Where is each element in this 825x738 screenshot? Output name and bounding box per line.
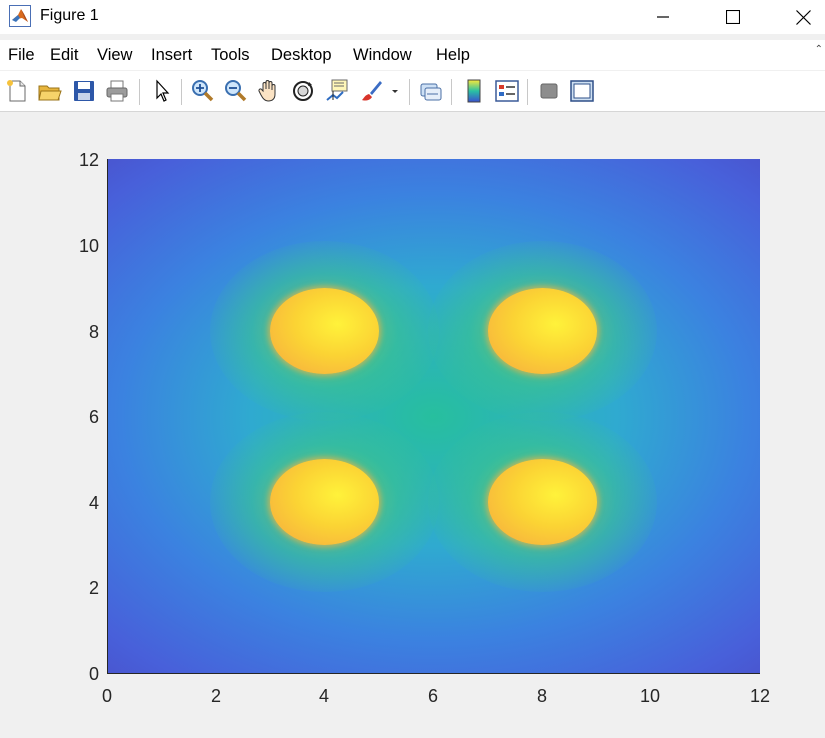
zoom-in-button[interactable] bbox=[189, 78, 215, 104]
x-tick-label: 8 bbox=[536, 686, 547, 706]
y-tick-label: 4 bbox=[88, 493, 99, 513]
title-bar: Figure 1 bbox=[0, 0, 825, 34]
x-tick-label: 6 bbox=[427, 686, 438, 706]
hot-spot-1 bbox=[270, 287, 380, 374]
link-plot-icon bbox=[420, 83, 442, 101]
pan-icon bbox=[258, 80, 276, 102]
toolbar-separator bbox=[181, 79, 182, 105]
zoom-out-button[interactable] bbox=[222, 78, 248, 104]
edit-plot-button[interactable] bbox=[148, 78, 174, 104]
x-tick-label: 0 bbox=[101, 686, 112, 706]
brush-button[interactable] bbox=[358, 78, 384, 104]
heatmap-hot-spots bbox=[107, 159, 760, 674]
hot-spot-2 bbox=[487, 287, 597, 374]
print-figure-icon bbox=[106, 80, 128, 102]
show-plot-tools-button[interactable] bbox=[569, 78, 595, 104]
rotate-3d-icon bbox=[293, 81, 313, 101]
maximize-button[interactable] bbox=[710, 0, 756, 34]
toolbar-separator bbox=[527, 79, 528, 105]
menu-edit[interactable]: Edit bbox=[50, 46, 79, 64]
figure-toolbar bbox=[0, 71, 825, 112]
print-figure-button[interactable] bbox=[104, 78, 130, 104]
insert-colorbar-icon bbox=[467, 79, 481, 103]
insert-legend-button[interactable] bbox=[494, 78, 520, 104]
edit-plot-icon bbox=[156, 79, 170, 102]
heatmap-background bbox=[107, 159, 760, 674]
close-window-button[interactable] bbox=[780, 0, 825, 34]
hot-spot-4 bbox=[487, 459, 597, 546]
menu-tools[interactable]: Tools bbox=[211, 46, 250, 64]
x-tick-label: 2 bbox=[210, 686, 221, 706]
hot-spot-3 bbox=[270, 459, 380, 546]
zoom-in-icon bbox=[192, 80, 214, 102]
open-file-icon bbox=[38, 85, 62, 101]
save-figure-icon bbox=[74, 81, 94, 101]
y-tick-label: 6 bbox=[88, 407, 99, 427]
link-plot-button[interactable] bbox=[418, 78, 444, 104]
hide-plot-tools-button[interactable] bbox=[536, 78, 562, 104]
x-tick-label: 12 bbox=[749, 686, 771, 706]
open-file-button[interactable] bbox=[37, 78, 63, 104]
close-icon bbox=[795, 9, 811, 25]
show-plot-tools-icon bbox=[570, 80, 594, 102]
minimize-icon bbox=[657, 16, 669, 18]
insert-colorbar-button[interactable] bbox=[461, 78, 487, 104]
data-cursor-icon bbox=[326, 79, 348, 101]
maximize-icon bbox=[726, 10, 740, 24]
y-tick-label: 8 bbox=[88, 322, 99, 342]
menu-help[interactable]: Help bbox=[436, 46, 470, 64]
rotate-3d-button[interactable] bbox=[290, 78, 316, 104]
y-tick-label: 10 bbox=[78, 236, 99, 256]
menu-insert[interactable]: Insert bbox=[151, 46, 193, 64]
matlab-logo-icon bbox=[9, 5, 31, 27]
menu-overflow-icon[interactable]: ⌃ bbox=[814, 44, 823, 55]
menu-window[interactable]: Window bbox=[353, 46, 412, 64]
menu-file[interactable]: File bbox=[8, 46, 35, 64]
x-tick-label: 10 bbox=[639, 686, 661, 706]
toolbar-separator bbox=[139, 79, 140, 105]
brush-dropdown-icon bbox=[392, 90, 398, 93]
menu-bar: File Edit View Insert Tools Desktop Wind… bbox=[0, 40, 825, 70]
toolbar-separator bbox=[451, 79, 452, 105]
menu-desktop[interactable]: Desktop bbox=[271, 46, 332, 64]
brush-icon bbox=[362, 81, 382, 101]
insert-legend-icon bbox=[495, 80, 519, 102]
minimize-button[interactable] bbox=[640, 0, 686, 34]
plot-area[interactable] bbox=[107, 159, 760, 674]
new-figure-button[interactable] bbox=[4, 78, 30, 104]
new-figure-icon bbox=[7, 80, 26, 102]
toolbar-separator bbox=[409, 79, 410, 105]
zoom-out-icon bbox=[225, 80, 247, 102]
brush-dropdown-button[interactable] bbox=[388, 78, 402, 104]
y-tick-label: 0 bbox=[88, 664, 99, 684]
data-cursor-button[interactable] bbox=[324, 78, 350, 104]
menu-view[interactable]: View bbox=[97, 46, 133, 64]
x-tick-label: 4 bbox=[318, 686, 329, 706]
pan-button[interactable] bbox=[256, 78, 282, 104]
y-tick-label: 2 bbox=[88, 578, 99, 598]
hide-plot-tools-icon bbox=[540, 83, 558, 99]
save-figure-button[interactable] bbox=[71, 78, 97, 104]
y-tick-label: 12 bbox=[78, 150, 99, 170]
window-title: Figure 1 bbox=[40, 7, 99, 24]
